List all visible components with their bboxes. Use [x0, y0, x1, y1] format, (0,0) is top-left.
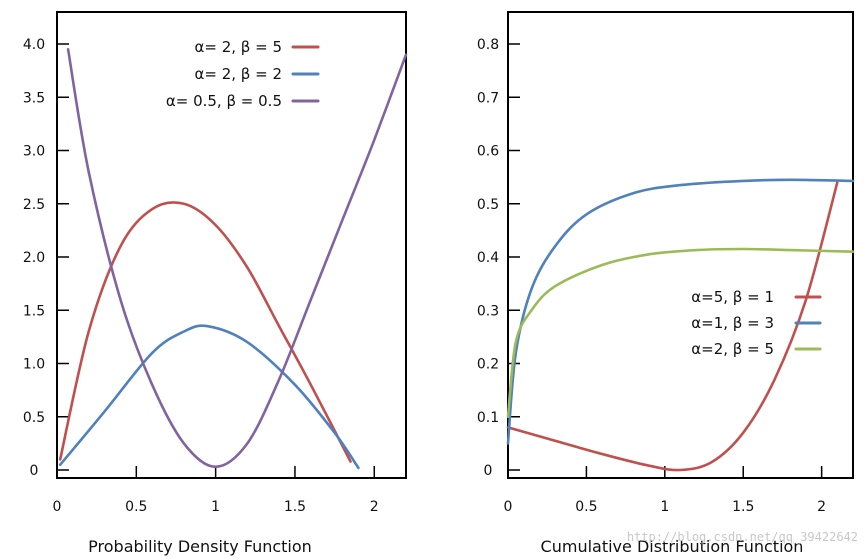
x-tick-label: 0.5: [125, 499, 147, 515]
x-tick-label: 0.5: [575, 499, 597, 515]
legend-label: α=5, β = 1: [691, 288, 774, 306]
x-tick-label: 2: [370, 499, 379, 515]
y-tick-label: 0.7: [477, 90, 499, 106]
x-tick-label: 2: [817, 499, 826, 515]
y-tick-label: 0.8: [477, 37, 499, 53]
plot-frame: [56, 11, 407, 479]
cdf-panel: 0 0.1 0.2 0.3 0.4 0.5 0.6 0.7 0.8 0 0.5 1 1.5 2 α=5, β…: [477, 11, 855, 515]
y-tick-label: 4.0: [23, 37, 45, 53]
legend-label: α=2, β = 5: [691, 340, 774, 358]
y-tick-label: 0.3: [477, 303, 499, 319]
y-tick-label: 0.6: [477, 144, 499, 160]
y-tick-label: 0.5: [477, 197, 499, 213]
y-tick-label: 3.5: [23, 90, 45, 106]
x-tick-label: 1: [660, 499, 669, 515]
y-tick-label: 0.1: [477, 410, 499, 426]
cdf-caption: Cumulative Distribution Function: [541, 537, 804, 556]
x-tick-label: 0: [53, 499, 62, 515]
plot-frame: [507, 11, 854, 479]
y-tick-label: 3.0: [23, 144, 45, 160]
pdf-caption: Probability Density Function: [88, 537, 312, 556]
y-tick-label: 2.0: [23, 250, 45, 266]
series-line-3: [66, 48, 408, 469]
y-tick-label: 1.0: [23, 357, 45, 373]
series-line-1: [506, 181, 839, 472]
x-tick-label: 1.5: [732, 499, 754, 515]
legend-label: α=1, β = 3: [691, 314, 774, 332]
legend-label: α= 2, β = 5: [194, 38, 282, 56]
y-tick-label: 0: [30, 463, 39, 479]
legend-label: α= 2, β = 2: [194, 65, 282, 83]
series-line-2: [58, 324, 360, 470]
y-tick-label: 1.5: [23, 303, 45, 319]
y-tick-label: 0.4: [477, 250, 499, 266]
y-tick-label: 0.5: [23, 410, 45, 426]
series-line-1: [58, 201, 352, 463]
legend-label: α= 0.5, β = 0.5: [166, 92, 282, 110]
x-tick-label: 0: [504, 499, 513, 515]
x-tick-label: 1.5: [284, 499, 306, 515]
y-tick-label: 2.5: [23, 197, 45, 213]
series-line-3: [506, 247, 855, 419]
y-tick-label: 0: [484, 463, 493, 479]
watermark-text: http://blog.csdn.net/qq_39422642: [627, 530, 858, 544]
x-tick-label: 1: [211, 499, 220, 515]
pdf-panel: 0 0.5 1.0 1.5 2.0 2.5 3.0 3.5 4.0 0 0.5 1 1.5 2 α= 2, …: [23, 11, 408, 515]
y-tick-label: 0.2: [477, 357, 499, 373]
